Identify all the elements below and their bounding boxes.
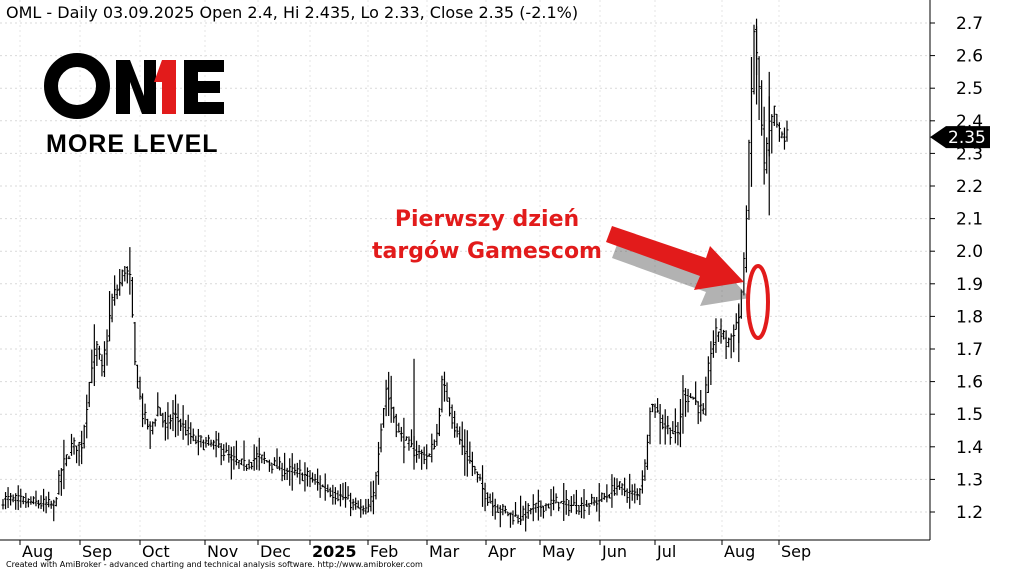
x-tick-label: Dec — [260, 542, 291, 561]
y-tick-label: 2.1 — [956, 210, 983, 230]
y-tick-label: 1.5 — [956, 405, 983, 425]
annotation-text: Pierwszy dzień targów Gamescom — [362, 204, 612, 268]
x-tick-label: Jun — [601, 542, 627, 561]
logo-subtitle: MORE LEVEL — [46, 130, 219, 158]
y-tick-label: 2.0 — [956, 242, 983, 262]
y-tick-label: 1.3 — [956, 470, 983, 490]
annotation-line-2: targów Gamescom — [372, 239, 602, 264]
x-tick-label: Oct — [142, 542, 170, 561]
y-tick-label: 2.3 — [956, 144, 983, 164]
highlight-ellipse — [746, 264, 770, 340]
arrow-shadow — [612, 242, 750, 306]
y-tick-label: 1.4 — [956, 438, 983, 458]
last-price-label: 2.35 — [948, 128, 986, 148]
x-tick-label: May — [542, 542, 575, 561]
x-tick-label: Sep — [781, 542, 811, 561]
last-price-tag: 2.35 — [930, 126, 990, 149]
price-bars — [1, 18, 789, 532]
x-axis: Aug Sep Oct Nov Dec 2025 Feb Mar Apr May Jun Jul Aug… — [0, 539, 930, 561]
x-tick-label: Jul — [656, 542, 676, 561]
credit-text: Created with AmiBroker - advanced charti… — [6, 560, 423, 569]
y-tick-label: 1.8 — [956, 307, 983, 327]
y-tick-label: 1.6 — [956, 373, 983, 393]
y-tick-label: 1.2 — [956, 503, 983, 523]
y-tick-label: 1.9 — [956, 275, 983, 295]
annotation-shapes — [606, 226, 770, 340]
chart-header: OML - Daily 03.09.2025 Open 2.4, Hi 2.43… — [6, 3, 579, 22]
y-axis: 1.21.31.41.51.61.71.81.92.02.12.22.32.42… — [929, 0, 983, 540]
grid-lines — [0, 0, 930, 540]
arrow-shape — [606, 226, 744, 290]
annotation-line-1: Pierwszy dzień — [394, 207, 580, 232]
x-tick-label: Aug — [22, 542, 53, 561]
logo — [44, 52, 234, 162]
x-tick-label: Mar — [429, 542, 460, 561]
x-tick-label: Sep — [82, 542, 112, 561]
x-tick-label: Apr — [488, 542, 516, 561]
y-tick-label: 1.7 — [956, 340, 983, 360]
y-tick-label: 2.6 — [956, 47, 983, 67]
logo-one-icon — [44, 53, 224, 119]
x-tick-label: Aug — [724, 542, 755, 561]
x-tick-label: Nov — [207, 542, 238, 561]
x-tick-label: 2025 — [312, 542, 357, 561]
last-price-badge — [930, 126, 990, 149]
y-tick-label: 2.5 — [956, 79, 983, 99]
y-tick-label: 2.7 — [956, 14, 983, 34]
x-tick-label: Feb — [370, 542, 398, 561]
y-tick-label: 2.2 — [956, 177, 983, 197]
